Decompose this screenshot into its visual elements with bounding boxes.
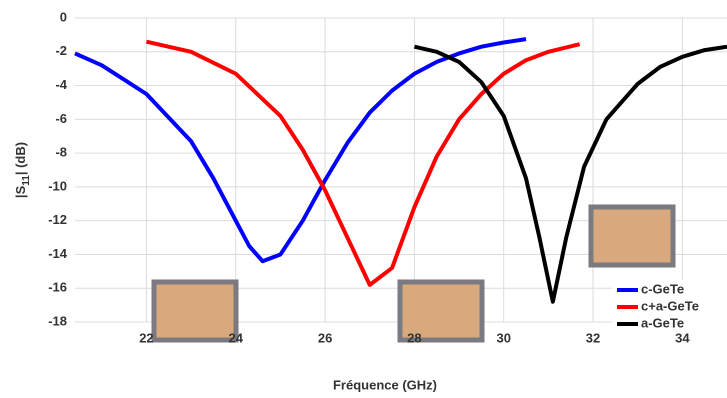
legend-label: c-GeTe [641, 281, 684, 296]
y-tick-label: 0 [60, 9, 67, 24]
y-tick-label: -4 [55, 77, 67, 92]
y-label-part: |S [13, 185, 28, 198]
line [74, 37, 527, 264]
y-tick-label: -10 [48, 178, 67, 193]
line [413, 44, 727, 304]
y-tick-label: -12 [48, 212, 67, 227]
grid [75, 17, 727, 323]
y-tick-label: -18 [48, 313, 67, 328]
y-tick-label: -16 [48, 280, 67, 295]
y-tick-label: -14 [48, 246, 68, 261]
x-tick-label: 26 [318, 330, 332, 345]
x-tick-label: 24 [229, 330, 244, 345]
sample-image [588, 204, 676, 268]
y-tick-label: -2 [55, 43, 67, 58]
x-tick-label: 34 [675, 330, 690, 345]
legend-label: c+a-GeTe [641, 298, 699, 313]
x-axis-label: Fréquence (GHz) [333, 377, 437, 392]
x-tick-label: 30 [496, 330, 510, 345]
sample-image [397, 279, 485, 343]
y-axis-label: |S11| (dB) [13, 142, 31, 198]
y-tick-label: -6 [55, 111, 67, 126]
y-label-part: | (dB) [13, 142, 28, 175]
x-tick-label: 32 [586, 330, 600, 345]
legend: c-GeTe c+a-GeTe a-GeTe [612, 280, 727, 335]
y-label-sub: 11 [21, 175, 32, 186]
legend-label: a-GeTe [641, 315, 684, 330]
x-tick-label: 28 [407, 330, 421, 345]
line [146, 39, 581, 287]
sample-image [151, 279, 239, 343]
y-tick-label: -8 [55, 145, 67, 160]
curves [74, 37, 727, 304]
x-tick-label: 22 [139, 330, 153, 345]
